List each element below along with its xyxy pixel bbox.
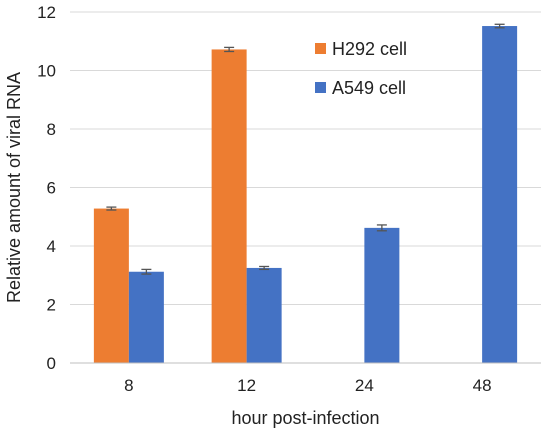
- x-axis-title: hour post-infection: [231, 408, 379, 428]
- error-bar: [224, 46, 235, 53]
- y-axis-title: Relative amount of viral RNA: [4, 72, 24, 303]
- bar-a549-cell-48: [482, 26, 518, 363]
- y-tick-label: 4: [47, 237, 56, 256]
- error-bar: [141, 268, 152, 275]
- x-tick-label: 24: [355, 376, 374, 395]
- error-bar: [494, 23, 505, 29]
- error-bar: [106, 206, 117, 211]
- legend-swatch: [315, 82, 326, 93]
- bar-a549-cell-12: [246, 267, 282, 363]
- legend-label: H292 cell: [332, 39, 407, 59]
- y-tick-label: 0: [47, 354, 56, 373]
- bar-a549-cell-24: [364, 227, 400, 363]
- bar-h292-cell-12: [211, 49, 247, 363]
- legend: H292 cell A549 cell: [315, 39, 407, 98]
- x-axis-ticks: 8 12 24 48: [124, 376, 491, 395]
- legend-swatch: [315, 43, 326, 54]
- bar-a549-cell-8: [128, 271, 164, 363]
- bars: [93, 26, 518, 363]
- legend-label: A549 cell: [332, 78, 406, 98]
- gridlines: [70, 11, 541, 305]
- x-tick-label: 48: [473, 376, 492, 395]
- y-tick-label: 8: [47, 120, 56, 139]
- legend-item: H292 cell: [315, 39, 407, 59]
- error-bar: [259, 265, 270, 271]
- bar-h292-cell-8: [93, 208, 129, 363]
- y-tick-label: 12: [37, 3, 56, 22]
- y-tick-label: 2: [47, 296, 56, 315]
- y-tick-label: 10: [37, 62, 56, 81]
- error-bar: [376, 224, 387, 232]
- error-bars: [106, 23, 505, 275]
- y-axis-ticks: 0 2 4 6 8 10 12: [37, 3, 56, 373]
- x-tick-label: 12: [237, 376, 256, 395]
- x-tick-label: 8: [124, 376, 133, 395]
- y-tick-label: 6: [47, 179, 56, 198]
- legend-item: A549 cell: [315, 78, 406, 98]
